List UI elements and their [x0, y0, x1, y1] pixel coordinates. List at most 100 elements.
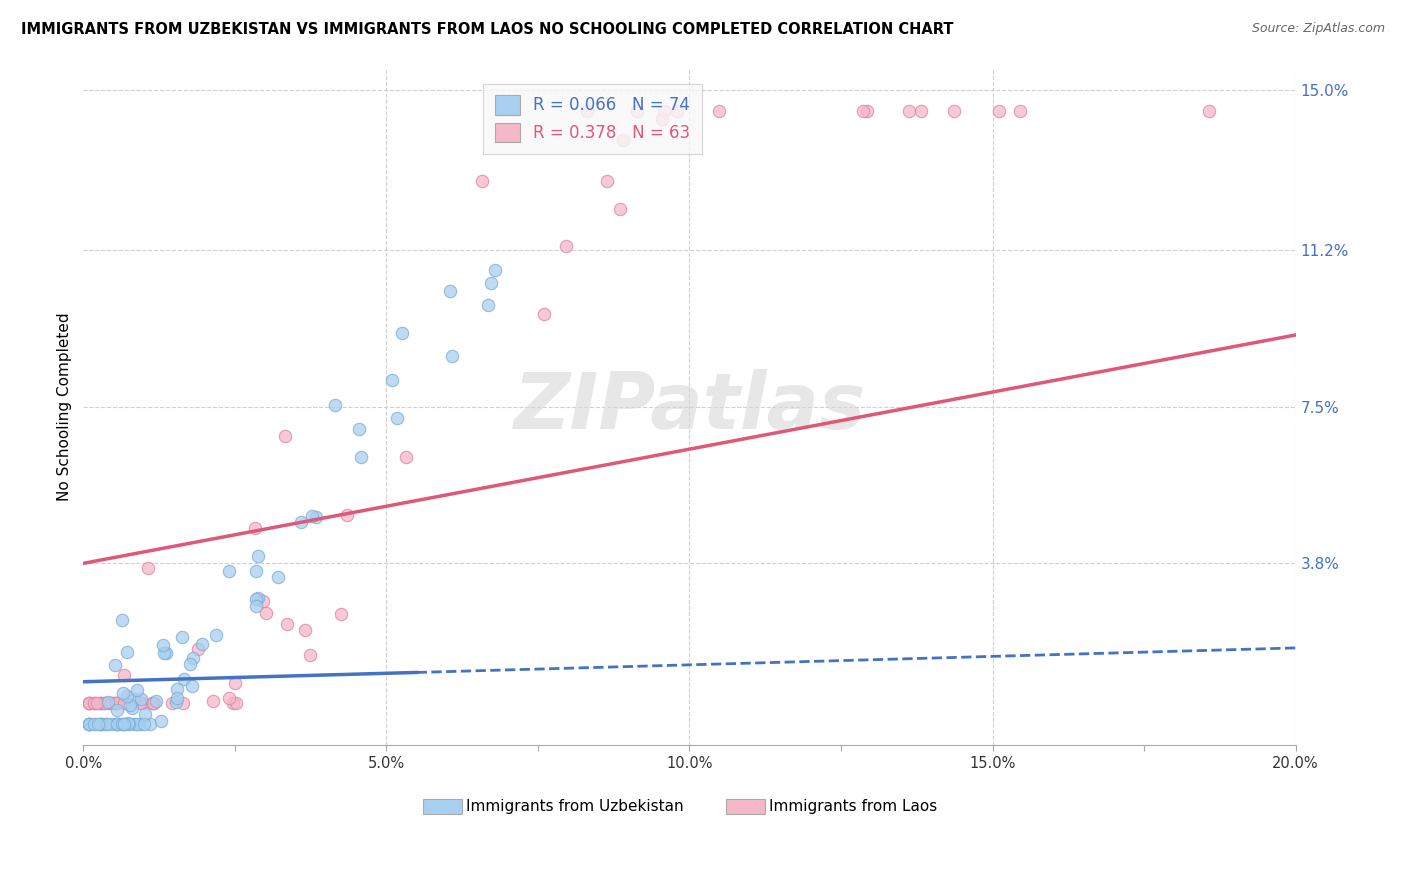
Point	[274, 428, 297, 442]
Point	[94, 696, 117, 710]
Point	[115, 645, 138, 659]
Point	[652, 103, 675, 118]
Point	[142, 696, 165, 710]
Point	[104, 696, 127, 710]
FancyBboxPatch shape	[423, 798, 461, 814]
Point	[89, 717, 111, 731]
Point	[165, 696, 187, 710]
Point	[142, 696, 165, 710]
Point	[170, 630, 193, 644]
Point	[246, 591, 269, 605]
Point	[145, 694, 167, 708]
Point	[122, 691, 145, 706]
Point	[576, 103, 599, 118]
Point	[252, 594, 274, 608]
Point	[612, 133, 634, 147]
Point	[136, 560, 159, 574]
Point	[83, 696, 105, 710]
Point	[111, 613, 134, 627]
Point	[117, 716, 139, 731]
Point	[122, 717, 145, 731]
Point	[155, 647, 177, 661]
Point	[114, 717, 136, 731]
Point	[79, 696, 101, 710]
Text: IMMIGRANTS FROM UZBEKISTAN VS IMMIGRANTS FROM LAOS NO SCHOOLING COMPLETED CORREL: IMMIGRANTS FROM UZBEKISTAN VS IMMIGRANTS…	[21, 22, 953, 37]
Point	[104, 658, 127, 673]
Point	[856, 103, 879, 118]
Point	[83, 717, 105, 731]
Point	[79, 717, 101, 731]
Point	[131, 696, 153, 710]
Point	[381, 373, 404, 387]
Point	[330, 607, 353, 621]
Point	[100, 717, 122, 731]
Point	[596, 174, 619, 188]
Point	[105, 717, 128, 731]
Point	[179, 657, 201, 672]
Point	[183, 651, 205, 665]
Point	[105, 703, 128, 717]
Point	[128, 717, 150, 731]
Point	[245, 591, 267, 606]
Point	[224, 676, 246, 690]
Point	[79, 717, 101, 731]
Text: Immigrants from Laos: Immigrants from Laos	[769, 798, 938, 814]
Point	[247, 549, 270, 564]
Point	[79, 696, 101, 710]
Point	[127, 717, 149, 731]
Point	[129, 696, 152, 710]
Point	[105, 717, 128, 731]
Point	[86, 696, 108, 710]
Point	[118, 717, 141, 731]
Point	[245, 599, 267, 613]
Point	[323, 399, 346, 413]
Point	[111, 717, 134, 731]
Point	[98, 696, 121, 710]
Text: ZIPatlas: ZIPatlas	[513, 369, 866, 445]
Point	[470, 173, 492, 187]
Point	[350, 450, 373, 464]
Point	[267, 570, 290, 584]
Point	[139, 717, 162, 731]
Point	[385, 411, 408, 425]
Point	[898, 103, 921, 118]
Point	[294, 623, 316, 637]
Point	[299, 648, 322, 662]
Point	[89, 696, 111, 710]
Point	[93, 696, 115, 710]
Point	[441, 349, 464, 363]
Point	[172, 696, 194, 710]
Point	[112, 668, 135, 682]
Point	[107, 717, 129, 731]
Point	[555, 239, 578, 253]
Point	[94, 717, 117, 731]
Point	[202, 694, 225, 708]
Point	[79, 696, 101, 710]
Point	[101, 696, 124, 710]
Point	[166, 682, 188, 697]
Point	[1198, 103, 1220, 118]
Point	[254, 607, 277, 621]
Point	[301, 509, 323, 524]
Point	[609, 202, 631, 216]
Point	[484, 263, 506, 277]
Point	[666, 103, 689, 118]
Point	[96, 717, 118, 731]
Point	[245, 564, 267, 578]
Point	[349, 422, 371, 436]
Point	[225, 696, 247, 710]
Point	[709, 103, 731, 118]
Point	[79, 717, 101, 731]
Y-axis label: No Schooling Completed: No Schooling Completed	[58, 312, 72, 501]
Legend: R = 0.066   N = 74, R = 0.378   N = 63: R = 0.066 N = 74, R = 0.378 N = 63	[484, 84, 702, 153]
Point	[305, 510, 328, 524]
Point	[180, 680, 202, 694]
Point	[112, 717, 135, 731]
Point	[481, 277, 503, 291]
Point	[222, 696, 245, 710]
Point	[988, 103, 1011, 118]
Point	[97, 695, 120, 709]
Point	[90, 717, 112, 731]
Point	[134, 717, 156, 731]
Point	[105, 696, 128, 710]
